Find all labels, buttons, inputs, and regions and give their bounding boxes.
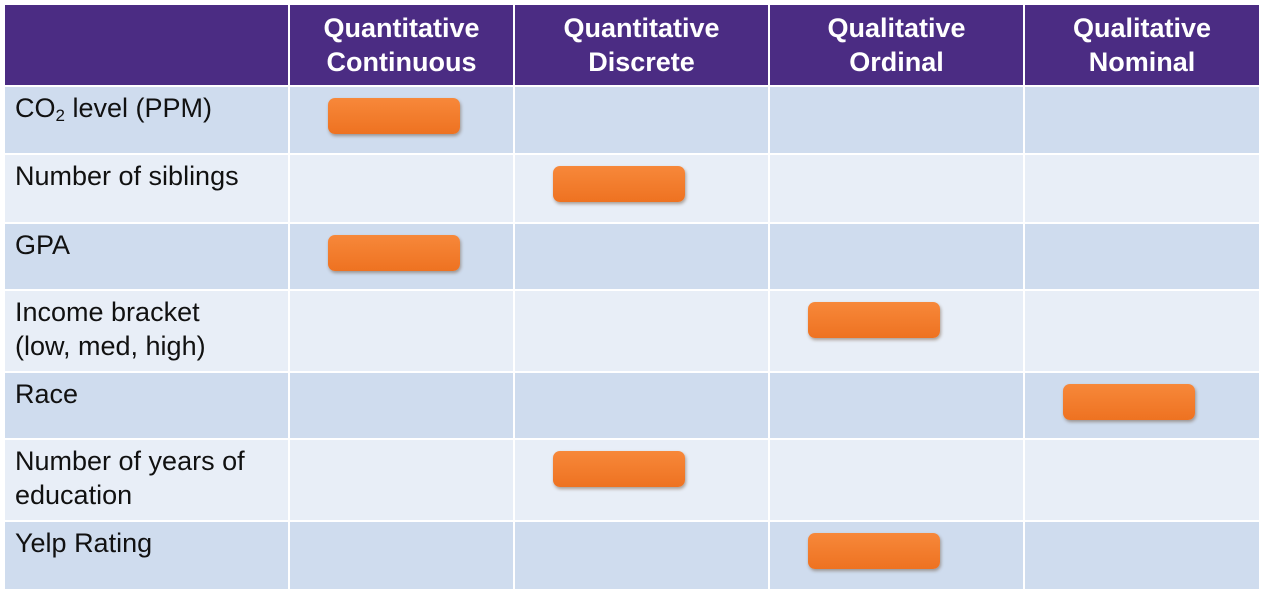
- cell[interactable]: [513, 153, 770, 224]
- table-row: Race: [3, 371, 1261, 440]
- cell[interactable]: [768, 520, 1025, 591]
- answer-marker[interactable]: [553, 166, 685, 202]
- row-label-number-of-siblings: Number of siblings: [3, 153, 290, 224]
- row-label-income-bracket: Income bracket (low, med, high): [3, 289, 290, 373]
- cell[interactable]: [288, 153, 515, 224]
- table-row: Income bracket (low, med, high): [3, 289, 1261, 373]
- cell[interactable]: [1023, 371, 1261, 440]
- table-row: Number of siblings: [3, 153, 1261, 224]
- cell[interactable]: [288, 520, 515, 591]
- table-row: GPA: [3, 222, 1261, 291]
- cell[interactable]: [768, 85, 1025, 155]
- cell[interactable]: [1023, 438, 1261, 522]
- cell[interactable]: [288, 371, 515, 440]
- cell[interactable]: [768, 153, 1025, 224]
- cell[interactable]: [288, 289, 515, 373]
- answer-marker[interactable]: [808, 533, 940, 569]
- answer-marker[interactable]: [553, 451, 685, 487]
- answer-marker[interactable]: [1063, 384, 1195, 420]
- row-label-race: Race: [3, 371, 290, 440]
- cell[interactable]: [1023, 520, 1261, 591]
- cell[interactable]: [768, 438, 1025, 522]
- cell[interactable]: [768, 371, 1025, 440]
- header-quantitative-continuous: Quantitative Continuous: [288, 3, 515, 87]
- table-row: CO2 level (PPM): [3, 85, 1261, 155]
- answer-marker[interactable]: [328, 235, 460, 271]
- cell[interactable]: [513, 289, 770, 373]
- cell[interactable]: [513, 85, 770, 155]
- cell[interactable]: [288, 438, 515, 522]
- row-label-co2-level: CO2 level (PPM): [3, 85, 290, 155]
- cell[interactable]: [1023, 222, 1261, 291]
- cell[interactable]: [513, 438, 770, 522]
- variable-type-table: Quantitative Continuous Quantitative Dis…: [3, 3, 1261, 591]
- row-label-years-of-education: Number of years of education: [3, 438, 290, 522]
- cell[interactable]: [513, 520, 770, 591]
- table-row: Number of years of education: [3, 438, 1261, 522]
- cell[interactable]: [513, 222, 770, 291]
- header-qualitative-ordinal: Qualitative Ordinal: [768, 3, 1025, 87]
- cell[interactable]: [1023, 85, 1261, 155]
- cell[interactable]: [288, 85, 515, 155]
- header-row: Quantitative Continuous Quantitative Dis…: [3, 3, 1261, 87]
- row-label-gpa: GPA: [3, 222, 290, 291]
- table-row: Yelp Rating: [3, 520, 1261, 591]
- row-label-yelp-rating: Yelp Rating: [3, 520, 290, 591]
- cell[interactable]: [1023, 153, 1261, 224]
- header-qualitative-nominal: Qualitative Nominal: [1023, 3, 1261, 87]
- cell[interactable]: [1023, 289, 1261, 373]
- header-quantitative-discrete: Quantitative Discrete: [513, 3, 770, 87]
- cell[interactable]: [768, 289, 1025, 373]
- cell[interactable]: [288, 222, 515, 291]
- answer-marker[interactable]: [808, 302, 940, 338]
- answer-marker[interactable]: [328, 98, 460, 134]
- cell[interactable]: [768, 222, 1025, 291]
- cell[interactable]: [513, 371, 770, 440]
- header-corner: [3, 3, 290, 87]
